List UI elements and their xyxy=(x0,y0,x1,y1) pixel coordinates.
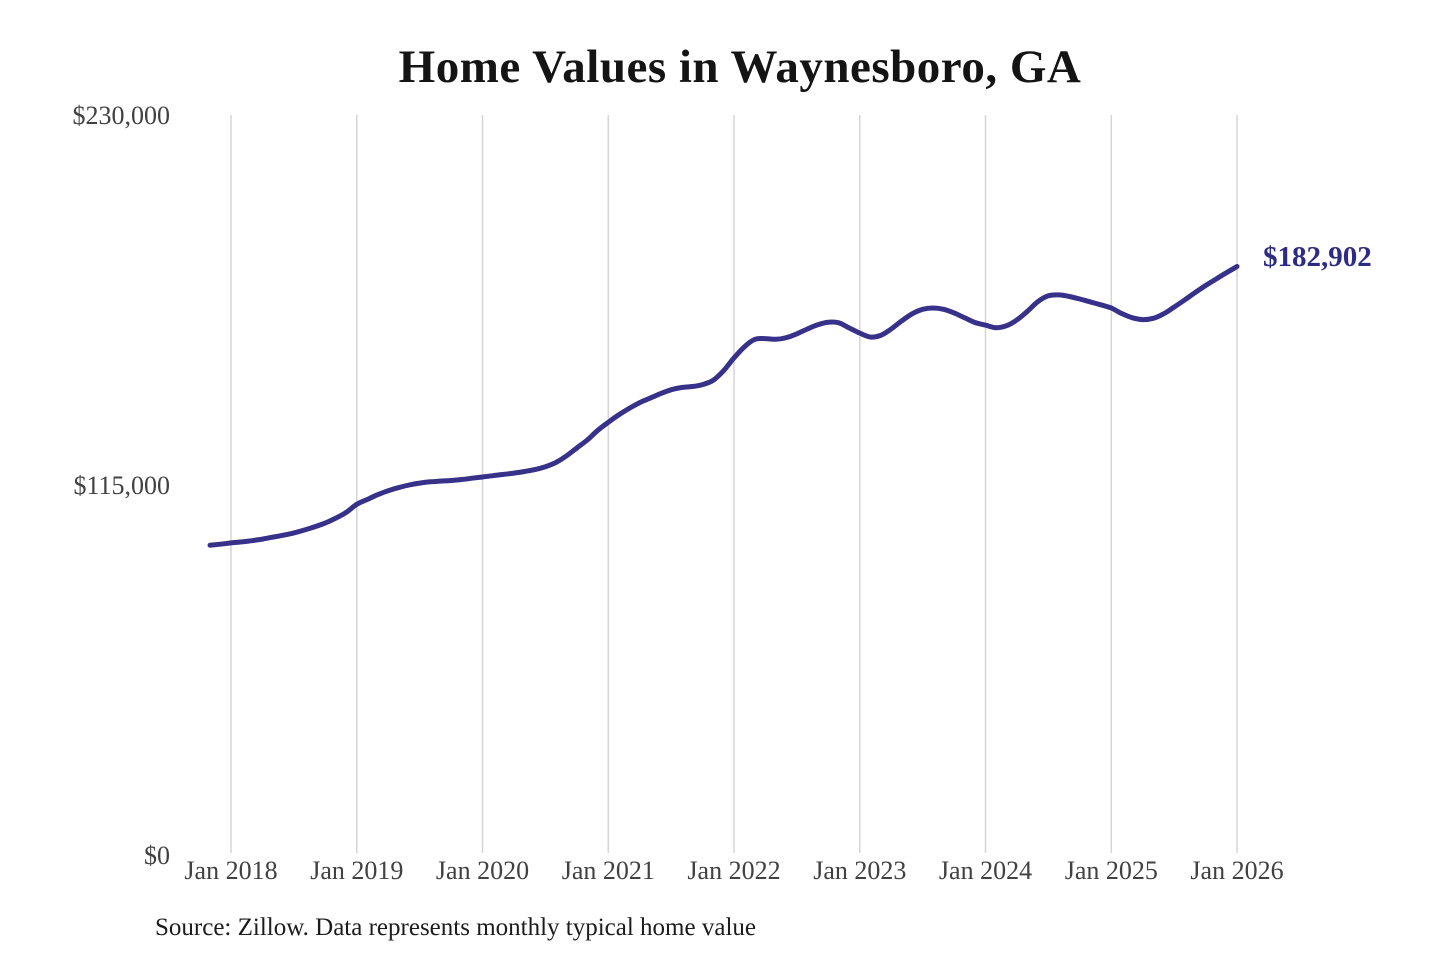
home-value-line xyxy=(207,264,1240,548)
year-gridlines xyxy=(230,115,1238,853)
x-tick-label-2023-01: Jan 2023 xyxy=(813,856,907,885)
x-tick-label-2020-01: Jan 2020 xyxy=(435,856,530,885)
source-note: Source: Zillow. Data represents monthly … xyxy=(155,914,756,941)
x-tick-label-2018-01: Jan 2018 xyxy=(184,856,278,885)
y-tick-label-0: $0 xyxy=(144,841,170,870)
x-tick-label-2026-01: Jan 2026 xyxy=(1190,856,1284,885)
chart-title: Home Values in Waynesboro, GA xyxy=(398,41,1082,93)
y-tick-label-115000: $115,000 xyxy=(73,471,170,500)
x-tick-label-2025-01: Jan 2025 xyxy=(1064,856,1158,885)
current-value-label: $182,902 xyxy=(1263,240,1372,273)
x-tick-label-2019-01: Jan 2019 xyxy=(310,856,404,885)
x-tick-label-2021-01: Jan 2021 xyxy=(561,856,655,885)
x-tick-label-2022-01: Jan 2022 xyxy=(687,856,781,885)
x-tick-label-2024-01: Jan 2024 xyxy=(938,856,1033,885)
y-tick-label-230000: $230,000 xyxy=(72,101,171,130)
